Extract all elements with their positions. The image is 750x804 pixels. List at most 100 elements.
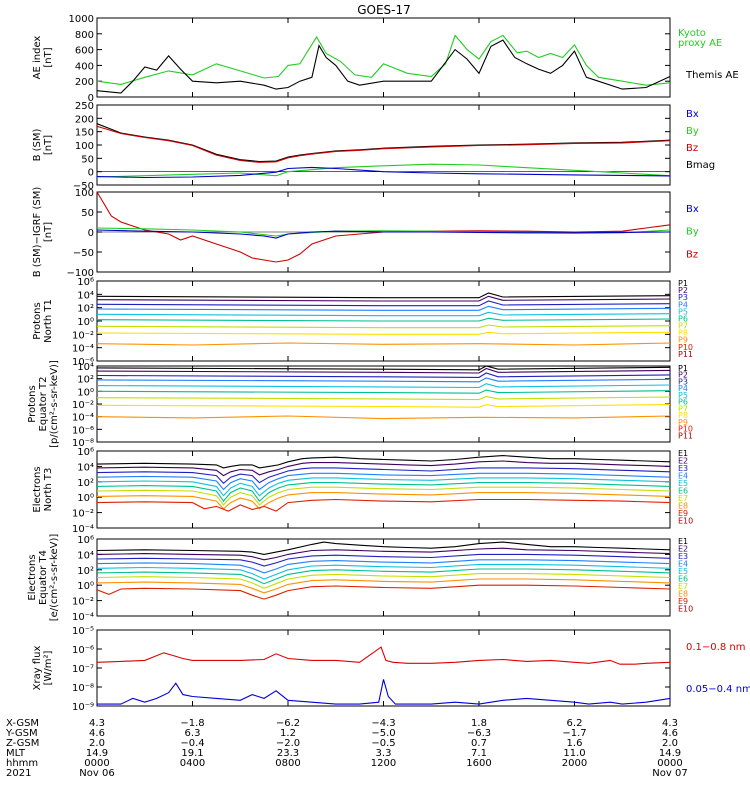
legend-entry: E9: [678, 597, 688, 606]
y-tick-label: 10⁰: [77, 581, 94, 592]
ephemeris-row-label: Z-GSM: [6, 738, 39, 749]
series-en-e3: [96, 467, 671, 485]
y-tick-label: 10⁻⁵: [72, 626, 94, 637]
ephemeris-value: −0.5: [371, 738, 395, 749]
legend-entry: E4: [678, 472, 688, 481]
y-tick-label: −100: [67, 268, 94, 279]
ephemeris-value: 4.3: [662, 718, 678, 729]
y-axis-label: [nT]: [43, 47, 54, 67]
legend-entry: E4: [678, 560, 688, 569]
ephemeris-value: 1.2: [280, 728, 296, 739]
legend-entry: P10: [678, 343, 693, 352]
series-en-e1: [96, 455, 671, 469]
ephemeris-value: Nov 07: [652, 768, 687, 779]
ephemeris-value: 0000: [657, 758, 682, 769]
ephemeris-value: 0000: [84, 758, 109, 769]
y-tick-label: 10⁻⁷: [72, 664, 94, 675]
series-pn-p8: [96, 331, 671, 335]
legend-entry: 0.05−0.4 nm: [686, 684, 750, 695]
ephemeris-value: 2.0: [662, 738, 678, 749]
y-tick-label: 10⁻⁹: [72, 702, 94, 713]
y-tick-label: 600: [75, 46, 94, 57]
y-tick-label: 250: [75, 101, 94, 112]
legend-entry: P5: [678, 307, 688, 316]
legend-entry: P6: [678, 314, 688, 323]
ephemeris-value: 4.3: [89, 718, 105, 729]
y-tick-label: −50: [73, 248, 94, 259]
y-axis-label: [nT]: [43, 135, 54, 155]
legend-entry: E5: [678, 567, 688, 576]
y-tick-label: −50: [73, 181, 94, 192]
y-axis-label: [e/(cm²-s-sr-keV)]: [49, 534, 60, 622]
series-ee-e7: [96, 573, 671, 589]
legend-entry: Bx: [686, 204, 699, 215]
legend-entry: E3: [678, 552, 688, 561]
ephemeris-value: 1.6: [567, 738, 583, 749]
series-pn-p6: [96, 317, 671, 322]
panel-ee: 10⁶ 10⁴ 10² 10⁰ 10⁻² 10⁻⁴ Electrons Equator T4[…: [27, 534, 693, 623]
series-pn-p7: [96, 324, 671, 329]
y-tick-label: 150: [75, 128, 94, 139]
ephemeris-row-label: X-GSM: [6, 718, 39, 729]
series-ee-e8: [96, 578, 671, 594]
series-en-e8: [96, 492, 671, 510]
series-en-e4: [96, 472, 671, 491]
legend-entry: P11: [678, 350, 693, 359]
y-tick-label: 10²: [77, 304, 94, 315]
legend-entry: Bmag: [686, 160, 715, 171]
y-tick-label: 10⁰: [77, 493, 94, 504]
legend-entry: E3: [678, 464, 688, 473]
series-pe-p7: [96, 395, 671, 401]
ephemeris-value: −6.2: [276, 718, 300, 729]
legend-entry: P6: [678, 398, 688, 407]
ephemeris-value: 0.7: [471, 738, 487, 749]
ephemeris-table: X-GSMY-GSMZ-GSMMLThhmm20214.34.62.014.90…: [5, 718, 688, 779]
legend-entry: E10: [678, 517, 693, 526]
legend-entry: P5: [678, 391, 688, 400]
series-xray-0-05-0-4-nm: [97, 679, 671, 705]
y-tick-label: 10⁻⁴: [72, 344, 94, 355]
series-en-e6: [96, 482, 671, 502]
y-tick-label: 10⁴: [77, 290, 94, 301]
legend-entry: E8: [678, 502, 688, 511]
legend-entry: P1: [678, 279, 688, 288]
y-tick-label: 0: [88, 93, 94, 104]
ephemeris-value: 14.9: [86, 748, 108, 759]
legend-entry: P11: [678, 431, 693, 440]
legend-entry: P4: [678, 384, 688, 393]
y-axis-label: Electrons: [27, 554, 38, 600]
ephemeris-value: 1.8: [471, 718, 487, 729]
series-ee-e1: [96, 541, 671, 555]
legend-entry: P2: [678, 286, 688, 295]
y-tick-label: 400: [75, 61, 94, 72]
y-tick-label: 50: [81, 208, 94, 219]
legend-entry: E2: [678, 457, 688, 466]
legend-entry: P9: [678, 418, 688, 427]
series-ee-e3: [96, 553, 671, 567]
y-tick-label: 0: [88, 228, 94, 239]
legend-entry: Bx: [686, 109, 699, 120]
ephemeris-value: −1.8: [180, 718, 204, 729]
y-tick-label: 10²: [77, 375, 94, 386]
legend-entry: P8: [678, 411, 688, 420]
y-axis-label: Xray flux: [32, 646, 43, 691]
legend-entry: Kyoto: [678, 28, 706, 39]
y-tick-label: 0: [88, 168, 94, 179]
ephemeris-value: 14.9: [659, 748, 681, 759]
ephemeris-value: 0400: [180, 758, 205, 769]
y-tick-label: 10⁻⁶: [72, 425, 94, 436]
legend-entry: E2: [678, 545, 688, 554]
legend-entry: P2: [678, 371, 688, 380]
series-ae-themis-ae: [96, 39, 671, 94]
ephemeris-value: Nov 06: [79, 768, 114, 779]
ephemeris-value: 1200: [371, 758, 396, 769]
ephemeris-value: 19.1: [181, 748, 203, 759]
legend-entry: E5: [678, 479, 688, 488]
series-pe-p8: [96, 404, 671, 408]
y-tick-label: 800: [75, 30, 94, 41]
series-ae-kyoto-proxy-ae: [96, 34, 671, 86]
y-tick-label: 10⁻²: [72, 400, 94, 411]
